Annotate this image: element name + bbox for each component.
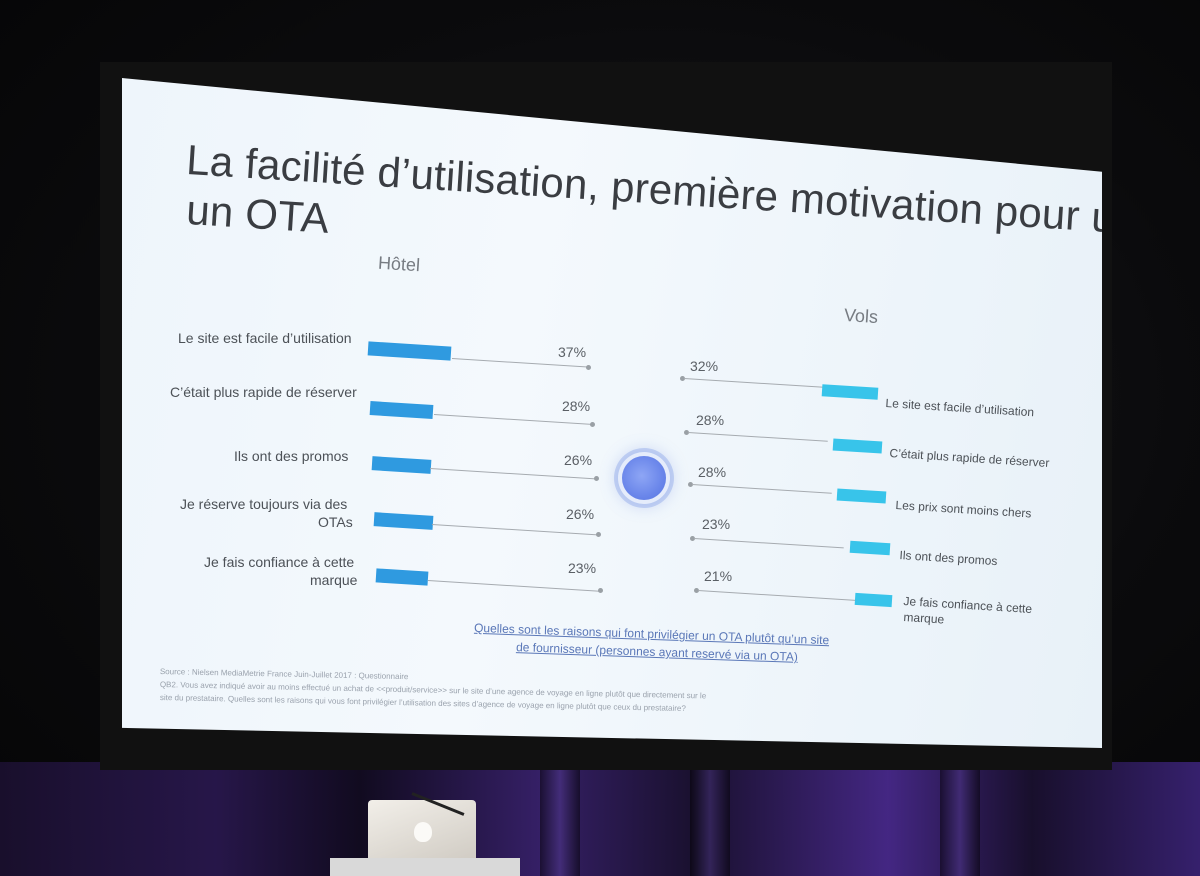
vols-pct: 28% xyxy=(696,412,725,428)
leader-dot xyxy=(684,430,689,435)
leader-dot xyxy=(690,536,695,541)
leader-line xyxy=(683,378,824,388)
vols-bar xyxy=(849,540,891,556)
hotel-label: Je fais confiance à cette xyxy=(204,554,355,570)
vols-pct: 21% xyxy=(704,568,733,584)
hotel-pct: 28% xyxy=(562,398,591,414)
stage-curtain xyxy=(0,762,1200,876)
leader-line xyxy=(431,524,598,536)
leader-dot xyxy=(694,588,699,593)
leader-dot xyxy=(594,476,599,481)
projection-screen: La facilité d’utilisation, première moti… xyxy=(122,78,1102,748)
vols-pct: 23% xyxy=(702,516,731,532)
hotel-label: C’était plus rapide de réserver xyxy=(170,384,357,400)
curtain-fold xyxy=(940,762,980,876)
hotel-label-cont: marque xyxy=(310,572,358,588)
hotel-pct: 37% xyxy=(558,344,587,360)
center-dot xyxy=(622,456,666,500)
hotel-label: Ils ont des promos xyxy=(234,448,349,464)
leader-dot xyxy=(680,376,685,381)
leader-dot xyxy=(688,482,693,487)
hotel-pct: 26% xyxy=(566,506,595,522)
apple-logo-icon xyxy=(414,822,432,842)
leader-dot xyxy=(590,422,595,427)
hotel-label-cont: OTAs xyxy=(318,514,353,530)
hotel-label: Le site est facile d’utilisation xyxy=(178,330,352,346)
vols-bar xyxy=(854,592,893,608)
vols-label: C’était plus rapide de réserver xyxy=(889,446,1050,471)
leader-dot xyxy=(596,532,601,537)
curtain-fold xyxy=(690,762,730,876)
slide-title-line2: un OTA xyxy=(185,186,331,242)
vols-pct: 32% xyxy=(690,358,719,374)
leader-line xyxy=(427,580,600,592)
vols-label: Les prix sont moins chers xyxy=(895,498,1032,521)
leader-line xyxy=(687,432,828,442)
hotel-bar xyxy=(369,401,434,419)
curtain-fold xyxy=(540,762,580,876)
slide: La facilité d’utilisation, première moti… xyxy=(122,78,1102,748)
vols-column-header: Vols xyxy=(843,304,879,328)
hotel-pct: 26% xyxy=(564,452,593,468)
hotel-bar xyxy=(373,512,433,530)
vols-pct: 28% xyxy=(698,464,727,480)
hotel-label: Je réserve toujours via des xyxy=(180,496,348,512)
hotel-bar xyxy=(371,456,431,474)
vols-label: Le site est facile d’utilisation xyxy=(885,396,1035,420)
hotel-column-header: Hôtel xyxy=(377,252,421,276)
leader-dot xyxy=(598,588,603,593)
lectern xyxy=(330,858,520,876)
slide-title-line1: La facilité d’utilisation, première moti… xyxy=(185,136,1200,248)
leader-line xyxy=(691,484,832,494)
vols-bar xyxy=(836,488,887,504)
hotel-pct: 23% xyxy=(568,560,597,576)
leader-dot xyxy=(586,365,591,370)
leader-line xyxy=(697,590,858,602)
leader-line xyxy=(433,414,592,425)
vols-bar xyxy=(832,438,883,454)
vols-bar xyxy=(821,384,879,400)
leader-line xyxy=(429,468,596,480)
hotel-bar xyxy=(367,341,452,361)
vols-label: Ils ont des promos xyxy=(899,548,998,569)
leader-line xyxy=(693,538,844,549)
hotel-bar xyxy=(375,568,429,586)
vols-label-cont: marque xyxy=(903,610,945,627)
